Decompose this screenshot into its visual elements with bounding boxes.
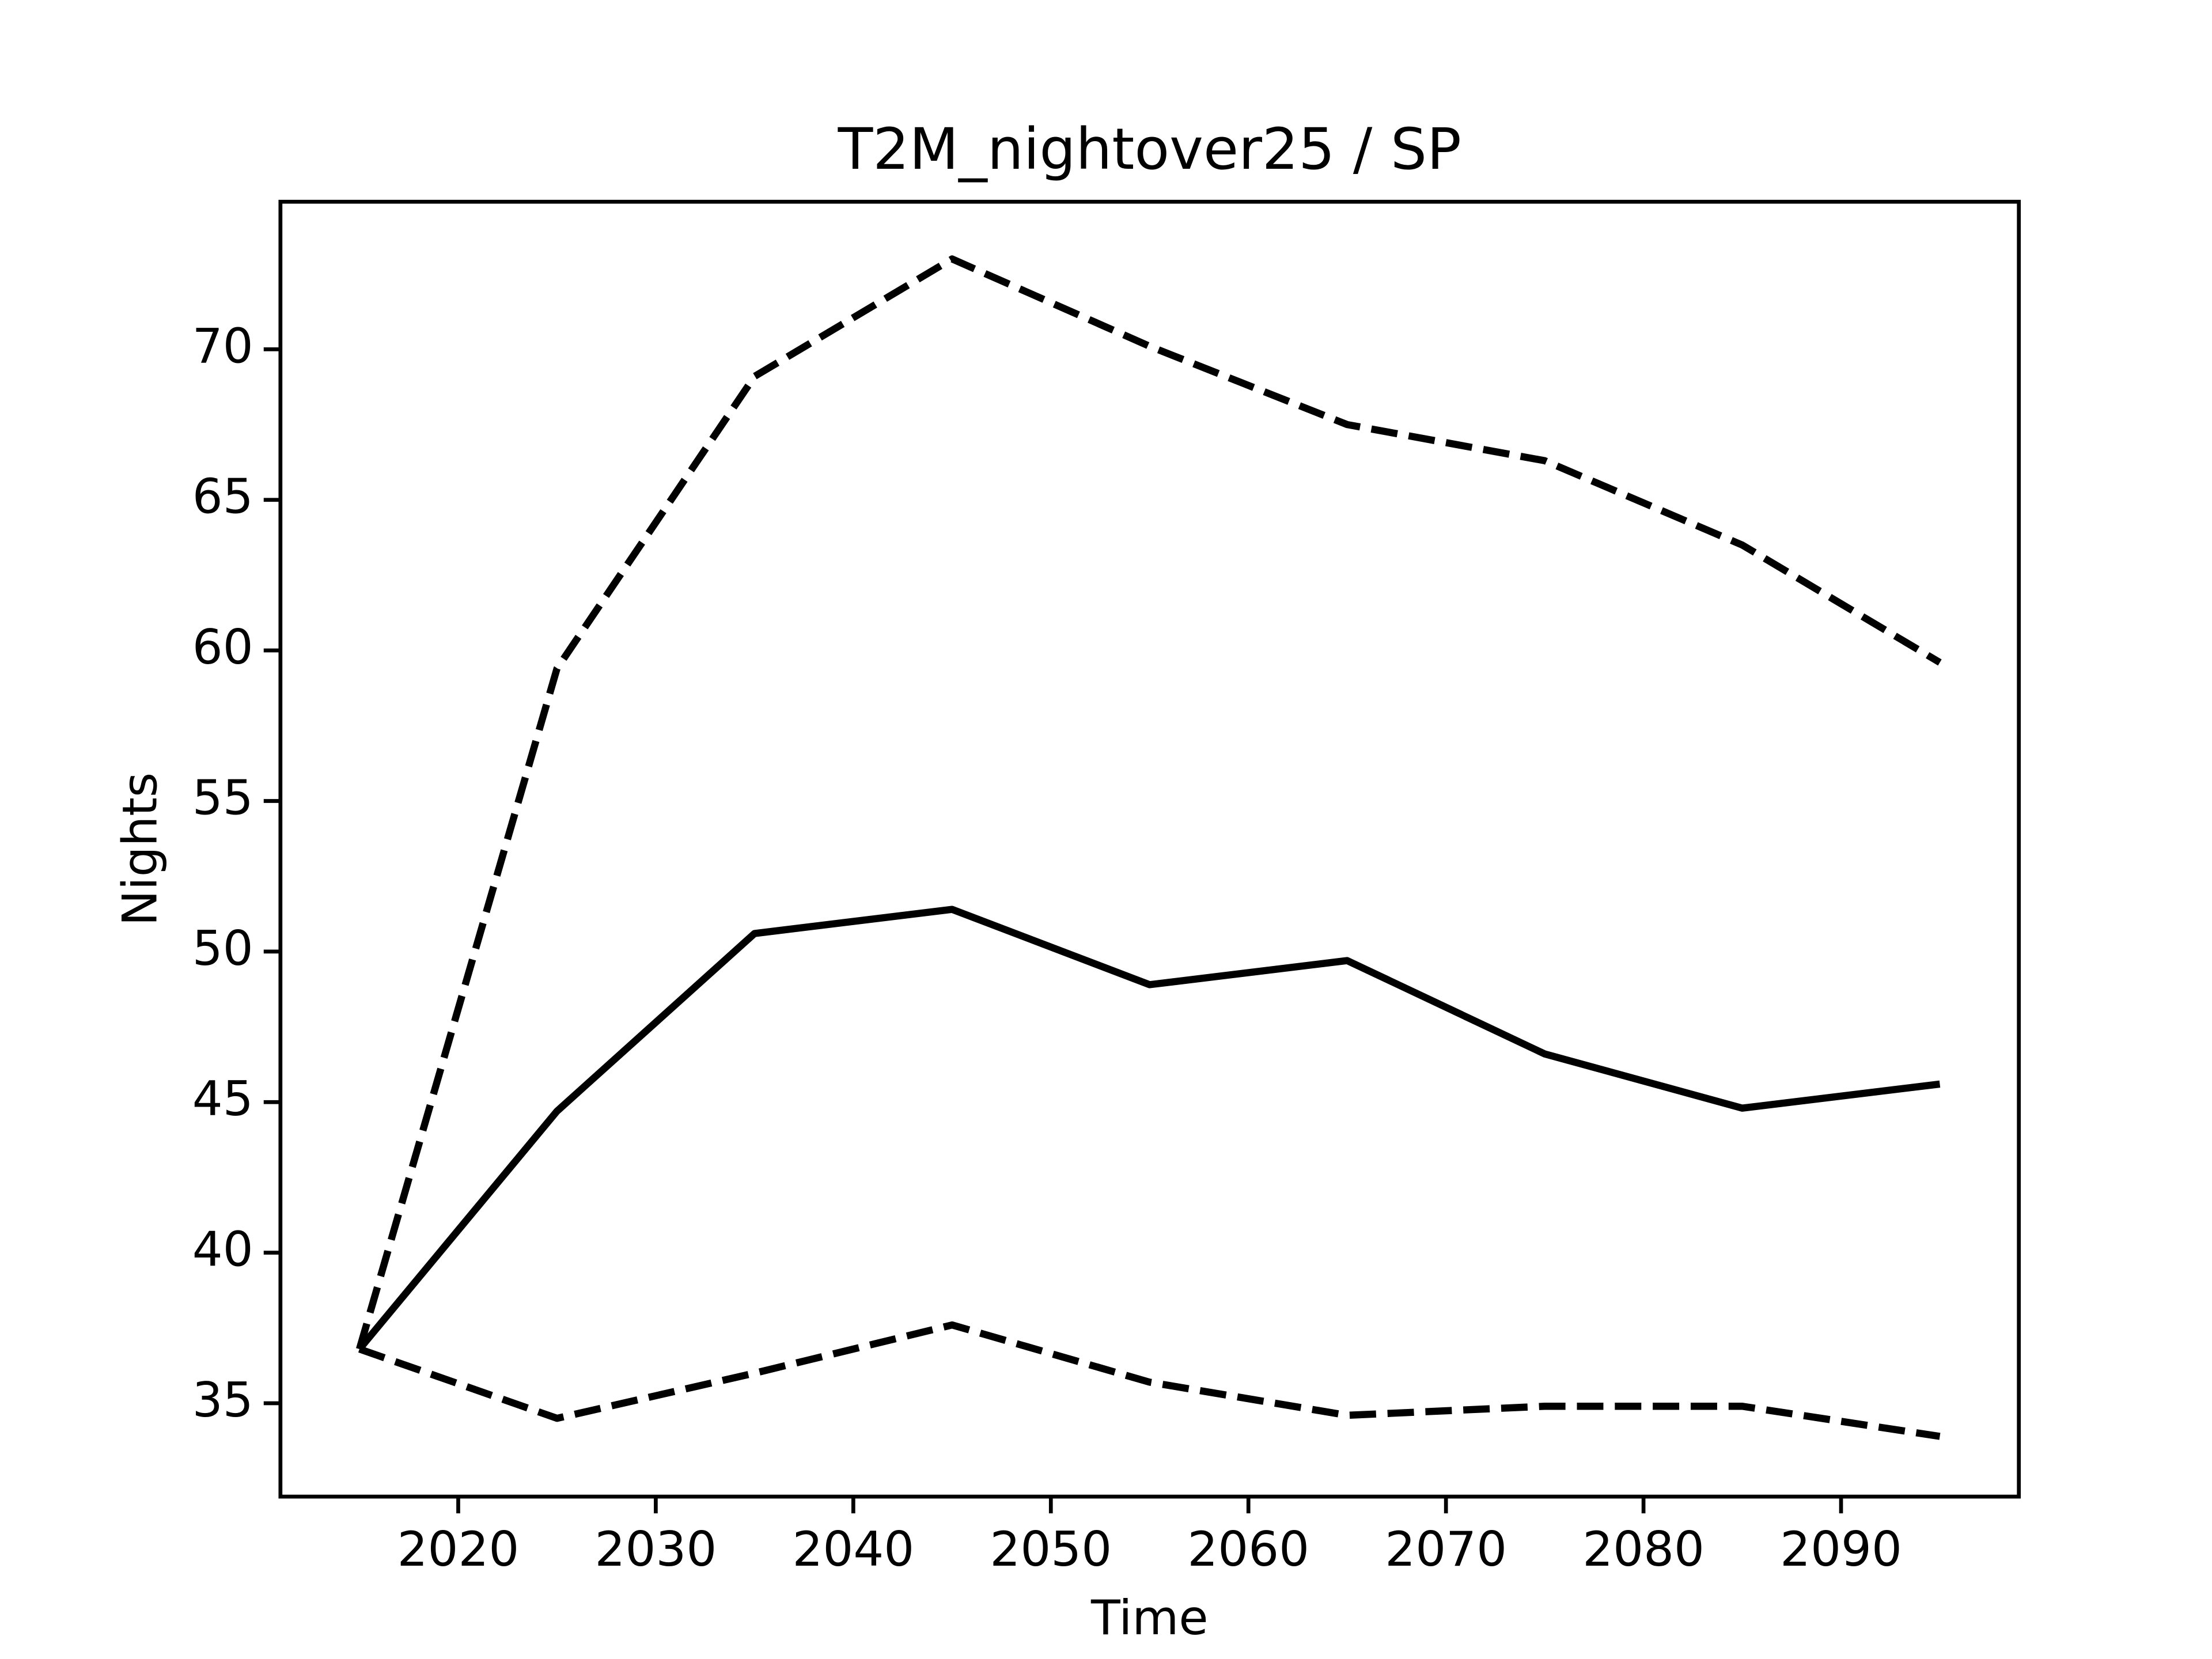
x-axis-label: Time (1090, 1590, 1209, 1646)
series-line (357, 906, 1941, 1351)
x-tick-label: 2070 (1385, 1521, 1507, 1577)
y-tick-label: 60 (192, 619, 253, 675)
plot-frame (278, 199, 2021, 1499)
series-line (358, 1321, 1941, 1440)
y-tick-label: 50 (192, 921, 253, 976)
y-tick-label: 45 (192, 1071, 253, 1127)
y-tick-label: 65 (192, 469, 253, 525)
x-tick-label: 2090 (1780, 1521, 1902, 1577)
y-tick-label: 35 (192, 1372, 253, 1428)
y-tick-label: 70 (192, 318, 253, 374)
x-tick-label: 2030 (595, 1521, 717, 1577)
series-line (356, 255, 1942, 1350)
y-tick-label: 40 (192, 1222, 253, 1278)
x-tick-label: 2050 (990, 1521, 1112, 1577)
x-tick-label: 2040 (792, 1521, 914, 1577)
x-tick-label: 2020 (397, 1521, 520, 1577)
x-tick-label: 2080 (1582, 1521, 1705, 1577)
x-tick-label: 2060 (1187, 1521, 1309, 1577)
y-axis-label: Nights (112, 772, 168, 926)
chart-title: T2M_nightover25 / SP (838, 116, 1461, 183)
y-tick-label: 55 (192, 770, 253, 825)
